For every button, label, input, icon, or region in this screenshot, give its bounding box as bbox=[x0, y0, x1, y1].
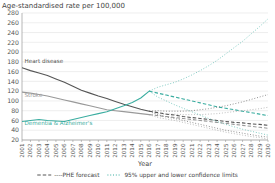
x-tick-label: 2005 bbox=[53, 143, 59, 158]
x-axis bbox=[22, 140, 268, 141]
x-tick-label: 2011 bbox=[104, 143, 110, 158]
series-line bbox=[149, 111, 268, 137]
x-tick-label: 2017 bbox=[155, 143, 161, 158]
x-tick-label: 2006 bbox=[61, 143, 67, 158]
x-tick-label: 2026 bbox=[231, 143, 237, 158]
legend-item: 95% upper and lower confidence limits bbox=[107, 172, 237, 179]
y-tick-label: 200 bbox=[7, 48, 19, 55]
x-tick-label: 2028 bbox=[248, 143, 254, 158]
title: Age-standardised rate per 100,000 bbox=[2, 2, 125, 10]
x-tick-label: 2018 bbox=[163, 143, 169, 158]
x-tick-label: 2019 bbox=[172, 143, 178, 158]
annotation: Heart disease bbox=[25, 58, 64, 64]
x-tick-label: 2015 bbox=[138, 143, 144, 158]
series-line bbox=[149, 107, 268, 114]
x-tick-label: 2021 bbox=[189, 143, 195, 158]
y-tick-label: 80 bbox=[11, 107, 19, 114]
x-tick-label: 2014 bbox=[129, 143, 135, 158]
y-tick-label: 100 bbox=[7, 97, 19, 104]
x-label: Year bbox=[137, 160, 152, 168]
x-tick-label: 2003 bbox=[36, 143, 42, 158]
x-tick-label: 2007 bbox=[70, 143, 76, 158]
legend-item: ----PHE forecast bbox=[37, 172, 100, 178]
series-line bbox=[149, 19, 268, 91]
x-tick-label: 2002 bbox=[27, 144, 33, 158]
legend: ----PHE forecast 95% upper and lower conf… bbox=[37, 172, 238, 179]
annotation: Stroke bbox=[25, 92, 43, 98]
grid-line bbox=[22, 91, 268, 92]
grid-line bbox=[22, 22, 268, 23]
y-tick-label: 260 bbox=[7, 19, 19, 26]
grid-line bbox=[22, 42, 268, 43]
series-line bbox=[149, 91, 268, 115]
x-tick-label: 2020 bbox=[180, 143, 186, 158]
y-tick-label: 280 bbox=[7, 9, 19, 16]
y-tick-label: 240 bbox=[7, 29, 19, 36]
x-tick-label: 2023 bbox=[206, 143, 212, 158]
legend-label: ----PHE forecast bbox=[54, 172, 100, 178]
y-tick-label: 60 bbox=[11, 117, 19, 124]
series-line bbox=[149, 91, 268, 135]
grid-line bbox=[22, 32, 268, 33]
x-tick-label: 2024 bbox=[214, 143, 220, 158]
y-tick-label: 40 bbox=[11, 126, 19, 133]
grid-line bbox=[22, 52, 268, 53]
x-tick-label: 2010 bbox=[95, 143, 101, 158]
series-line bbox=[149, 115, 268, 129]
plot-area bbox=[22, 19, 268, 139]
series-line bbox=[22, 91, 149, 121]
x-tick-label: 2009 bbox=[87, 143, 93, 158]
y-tick-label: 180 bbox=[7, 58, 19, 65]
legend-swatch bbox=[107, 175, 121, 176]
grid-line bbox=[22, 100, 268, 101]
grid-line bbox=[22, 140, 268, 141]
x-tick-label: 2016 bbox=[146, 143, 152, 158]
grid-line bbox=[22, 71, 268, 72]
series-line bbox=[149, 95, 268, 112]
x-tick-label: 2029 bbox=[257, 143, 263, 158]
legend-swatch bbox=[37, 175, 51, 176]
y-tick-label: 140 bbox=[7, 78, 19, 85]
x-tick-label: 2012 bbox=[112, 144, 118, 158]
x-tick-label: 2027 bbox=[240, 143, 246, 158]
x-tick-label: 2013 bbox=[121, 143, 127, 158]
annotation: Dementia & Alzheimer's bbox=[25, 120, 93, 126]
x-tick-label: 2030 bbox=[265, 143, 271, 158]
y-tick-label: 220 bbox=[7, 39, 19, 46]
series-line bbox=[149, 115, 268, 139]
x-tick-label: 2001 bbox=[19, 143, 25, 158]
grid-line bbox=[22, 130, 268, 131]
y-tick-label: 160 bbox=[7, 68, 19, 75]
x-tick-label: 2025 bbox=[223, 143, 229, 158]
chart: 20 40 60 80 100 120 140 160 180 200 220 240 260 280 20… bbox=[0, 0, 275, 183]
y-tick-label: 20 bbox=[11, 136, 19, 143]
x-tick-label: 2022 bbox=[197, 144, 203, 158]
series-line bbox=[149, 111, 268, 125]
grid-line bbox=[22, 13, 268, 14]
grid-line bbox=[22, 81, 268, 82]
legend-label: 95% upper and lower confidence limits bbox=[124, 172, 237, 179]
x-tick-label: 2008 bbox=[78, 143, 84, 158]
x-tick-label: 2004 bbox=[44, 143, 50, 158]
y-tick-label: 120 bbox=[7, 87, 19, 94]
